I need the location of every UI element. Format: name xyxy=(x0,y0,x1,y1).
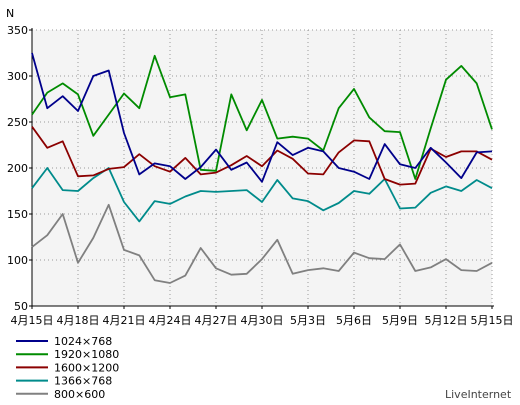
legend-label: 1366×768 xyxy=(54,375,112,388)
brand-label: LiveInternet xyxy=(445,388,512,401)
series-line-800×600 xyxy=(31,203,493,284)
series-lines xyxy=(31,52,493,284)
y-axis-ticks: 50 100 150 200 250 300 350 xyxy=(7,24,32,313)
x-axis-ticks: 4月15日 4月18日 4月21日 4月24日 4月27日 4月30日 5月3日 5月6日 5月… xyxy=(11,306,514,327)
x-tick-label: 5月3日 xyxy=(290,314,326,327)
x-tick-label: 4月18日 xyxy=(57,314,100,327)
legend-label: 1024×768 xyxy=(54,335,112,348)
y-axis-label: N xyxy=(6,7,14,20)
y-tick-label: 300 xyxy=(7,70,28,83)
y-tick-label: 150 xyxy=(7,208,28,221)
legend-label: 1920×1080 xyxy=(54,348,119,361)
series-line-1024×768 xyxy=(31,52,493,183)
y-tick-label: 50 xyxy=(14,300,28,313)
x-tick-label: 4月21日 xyxy=(103,314,146,327)
y-tick-label: 250 xyxy=(7,116,28,129)
x-tick-label: 4月15日 xyxy=(11,314,54,327)
series-line-1600×1200 xyxy=(31,126,493,186)
x-tick-label: 4月30日 xyxy=(241,314,284,327)
legend-label: 1600×1200 xyxy=(54,361,119,374)
series-line-1920×1080 xyxy=(31,54,493,180)
x-tick-label: 4月27日 xyxy=(195,314,238,327)
x-tick-label: 5月6日 xyxy=(336,314,372,327)
y-tick-label: 200 xyxy=(7,162,28,175)
x-tick-label: 5月9日 xyxy=(382,314,418,327)
x-tick-label: 4月24日 xyxy=(149,314,192,327)
x-tick-label: 5月12日 xyxy=(425,314,468,327)
y-tick-label: 350 xyxy=(7,24,28,37)
legend: 1024×7681920×10801600×12001366×768800×60… xyxy=(16,335,119,401)
legend-label: 800×600 xyxy=(54,388,105,401)
y-tick-label: 100 xyxy=(7,254,28,267)
x-tick-label: 5月15日 xyxy=(471,314,514,327)
